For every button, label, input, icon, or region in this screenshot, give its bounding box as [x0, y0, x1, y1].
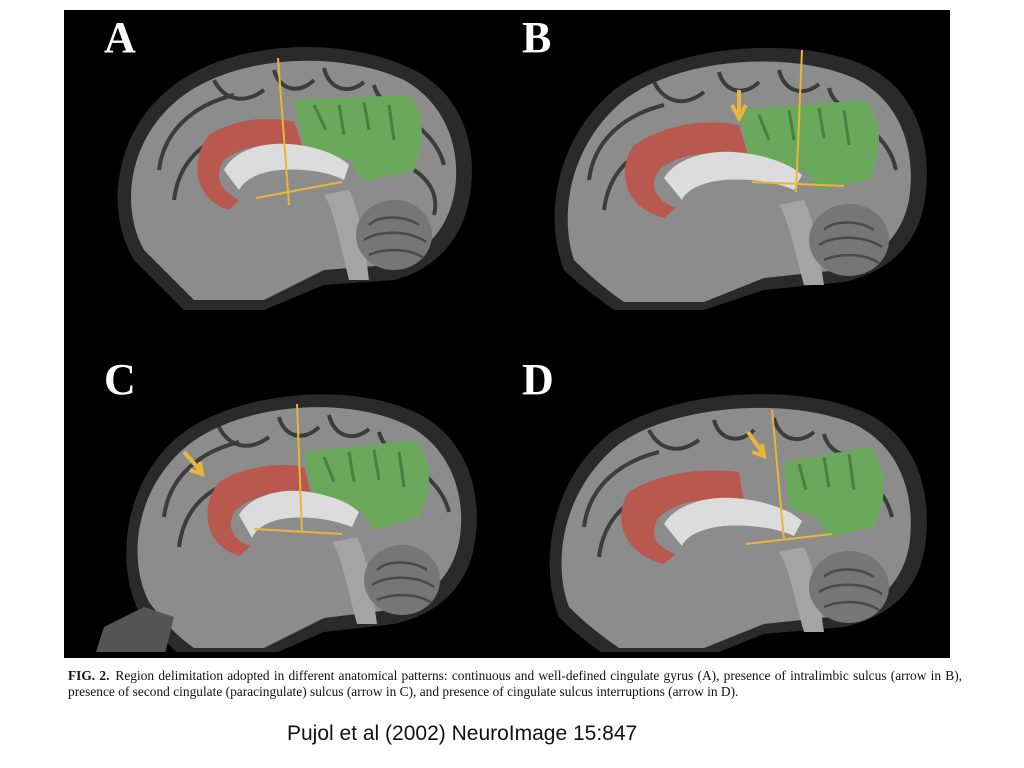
arrow-icon [182, 450, 205, 477]
panel-label-c: C [104, 355, 136, 404]
mri-sagittal-d [549, 394, 927, 652]
panel-label-a: A [104, 13, 136, 62]
citation: Pujol et al (2002) NeuroImage 15:847 [287, 722, 638, 745]
panel-c: C [64, 352, 494, 652]
panel-label-d: D [522, 355, 554, 404]
figure-image: A B [64, 10, 950, 658]
panel-b: B [504, 10, 934, 310]
caption-text: Region delimitation adopted in different… [68, 668, 962, 699]
caption-label: FIG. 2. [68, 668, 110, 683]
panel-a: A [64, 10, 494, 310]
figure-caption: FIG. 2. Region delimitation adopted in di… [68, 668, 962, 700]
panel-d: D [504, 352, 934, 652]
mri-sagittal-a [117, 47, 472, 310]
arrow-icon [746, 430, 767, 459]
arrow-icon [730, 90, 748, 123]
mri-sagittal-b [554, 47, 927, 310]
panel-label-b: B [522, 13, 552, 62]
mri-sagittal-c [95, 394, 477, 652]
